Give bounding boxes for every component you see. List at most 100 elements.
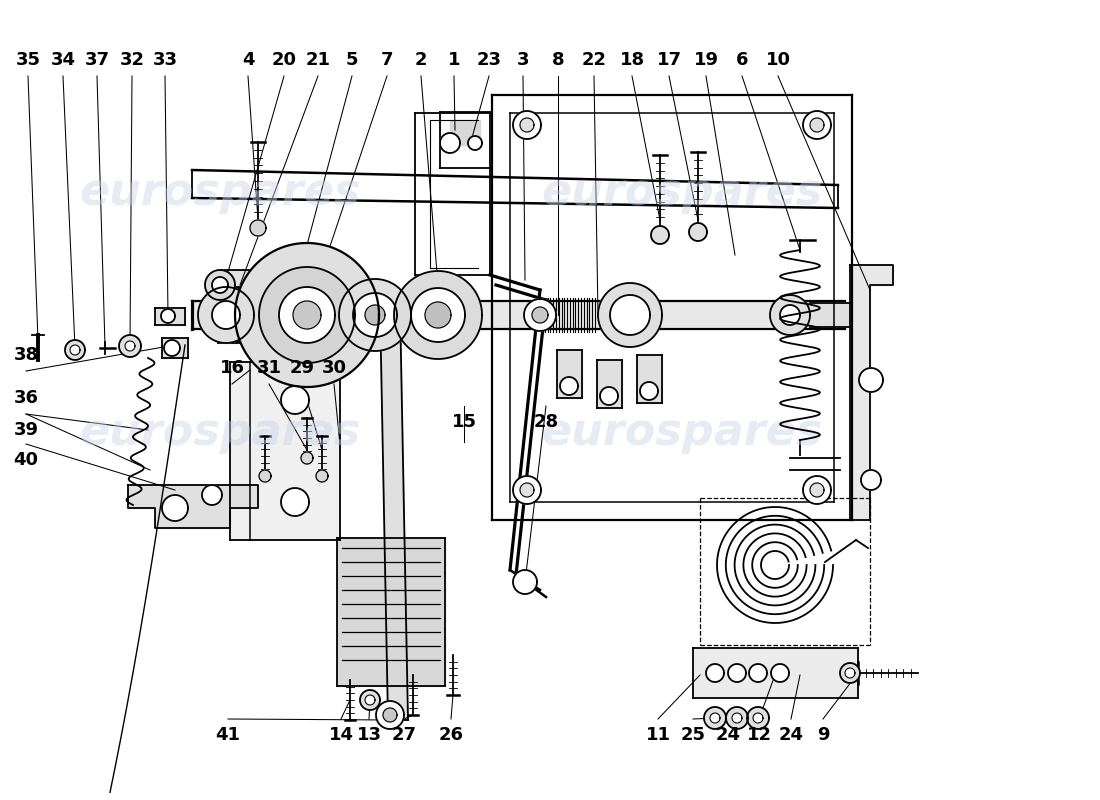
Polygon shape (258, 470, 271, 482)
Text: 22: 22 (582, 51, 606, 69)
Text: 12: 12 (747, 726, 771, 744)
Polygon shape (524, 299, 556, 331)
Polygon shape (637, 355, 662, 403)
Text: 31: 31 (256, 359, 282, 377)
Polygon shape (513, 570, 537, 594)
Text: 37: 37 (85, 51, 110, 69)
Text: eurospares: eurospares (541, 410, 823, 454)
Polygon shape (212, 301, 240, 329)
Polygon shape (859, 368, 883, 392)
Polygon shape (597, 360, 622, 408)
Polygon shape (440, 133, 460, 153)
Text: 13: 13 (356, 726, 382, 744)
Text: 35: 35 (15, 51, 41, 69)
Polygon shape (560, 377, 578, 395)
Text: eurospares: eurospares (79, 170, 361, 214)
Polygon shape (803, 476, 830, 504)
Polygon shape (280, 488, 309, 516)
Text: 16: 16 (220, 359, 244, 377)
Text: eurospares: eurospares (541, 170, 823, 214)
Polygon shape (198, 287, 254, 343)
Polygon shape (803, 111, 830, 139)
Polygon shape (810, 118, 824, 132)
Text: 10: 10 (766, 51, 791, 69)
Text: 24: 24 (715, 726, 740, 744)
Polygon shape (119, 335, 141, 357)
Polygon shape (205, 270, 235, 300)
Polygon shape (513, 111, 541, 139)
Polygon shape (161, 309, 175, 323)
Text: 7: 7 (381, 51, 394, 69)
Polygon shape (726, 707, 748, 729)
Polygon shape (770, 295, 810, 335)
Polygon shape (520, 483, 534, 497)
Text: 23: 23 (476, 51, 502, 69)
Polygon shape (125, 341, 135, 351)
Text: 21: 21 (306, 51, 330, 69)
Polygon shape (202, 485, 222, 505)
Polygon shape (651, 226, 669, 244)
Text: 4: 4 (242, 51, 254, 69)
Text: 36: 36 (13, 389, 39, 407)
Polygon shape (425, 302, 451, 328)
Text: 34: 34 (51, 51, 76, 69)
Polygon shape (65, 340, 85, 360)
Polygon shape (365, 695, 375, 705)
Polygon shape (754, 713, 763, 723)
Polygon shape (810, 483, 824, 497)
Polygon shape (360, 690, 379, 710)
Text: 25: 25 (681, 726, 705, 744)
Polygon shape (557, 350, 582, 398)
Polygon shape (164, 340, 180, 356)
Text: 40: 40 (13, 451, 39, 469)
Text: 32: 32 (120, 51, 144, 69)
Polygon shape (128, 485, 258, 528)
Polygon shape (532, 307, 548, 323)
Polygon shape (293, 301, 321, 329)
Polygon shape (845, 668, 855, 678)
Polygon shape (704, 707, 726, 729)
Polygon shape (365, 305, 385, 325)
Polygon shape (280, 386, 309, 414)
Text: 26: 26 (439, 726, 463, 744)
Text: 28: 28 (534, 413, 559, 431)
Polygon shape (316, 470, 328, 482)
Polygon shape (610, 295, 650, 335)
Polygon shape (749, 664, 767, 682)
Polygon shape (258, 267, 355, 363)
Polygon shape (394, 271, 482, 359)
Text: 14: 14 (329, 726, 353, 744)
Text: 5: 5 (345, 51, 359, 69)
Polygon shape (339, 279, 411, 351)
Text: 8: 8 (552, 51, 564, 69)
Polygon shape (728, 664, 746, 682)
Polygon shape (861, 470, 881, 490)
Polygon shape (235, 243, 380, 387)
Text: 33: 33 (153, 51, 177, 69)
Text: 29: 29 (289, 359, 315, 377)
Text: 3: 3 (517, 51, 529, 69)
Polygon shape (212, 277, 228, 293)
Polygon shape (411, 288, 465, 342)
Text: 19: 19 (693, 51, 718, 69)
Polygon shape (353, 293, 397, 337)
Text: 27: 27 (392, 726, 417, 744)
Polygon shape (710, 713, 720, 723)
Polygon shape (155, 308, 185, 325)
Polygon shape (600, 387, 618, 405)
Polygon shape (706, 664, 724, 682)
Polygon shape (840, 663, 860, 683)
Text: 11: 11 (646, 726, 671, 744)
Text: 6: 6 (736, 51, 748, 69)
Polygon shape (383, 708, 397, 722)
Polygon shape (520, 118, 534, 132)
Polygon shape (771, 664, 789, 682)
Polygon shape (640, 382, 658, 400)
Text: 39: 39 (13, 421, 39, 439)
Text: 30: 30 (321, 359, 346, 377)
Text: 2: 2 (415, 51, 427, 69)
Polygon shape (468, 136, 482, 150)
Polygon shape (513, 476, 541, 504)
Text: 17: 17 (657, 51, 682, 69)
Text: 9: 9 (816, 726, 829, 744)
